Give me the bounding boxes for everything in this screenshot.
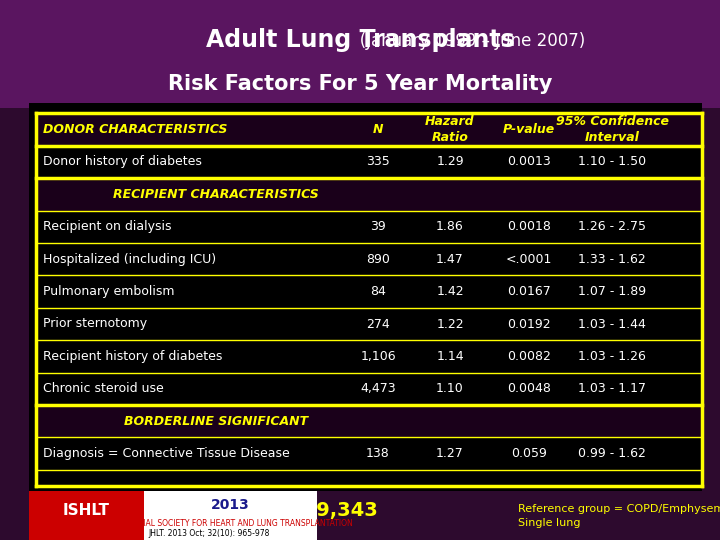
Text: 1.86: 1.86 (436, 220, 464, 233)
Text: 1.10: 1.10 (436, 382, 464, 395)
Text: 1.14: 1.14 (436, 350, 464, 363)
Text: 0.0192: 0.0192 (508, 318, 551, 330)
Text: 0.0018: 0.0018 (508, 220, 551, 233)
Text: (January 1999 – June 2007): (January 1999 – June 2007) (135, 31, 585, 50)
Text: 1.42: 1.42 (436, 285, 464, 298)
Bar (36, 405, 702, 437)
Text: N: N (373, 123, 383, 136)
Text: 0.0048: 0.0048 (508, 382, 551, 395)
Text: ISHLT: ISHLT (63, 503, 110, 518)
Text: Prior sternotomy: Prior sternotomy (43, 318, 148, 330)
Text: 84: 84 (370, 285, 386, 298)
Text: Adult Lung Transplants: Adult Lung Transplants (206, 29, 514, 52)
Text: 1.47: 1.47 (436, 253, 464, 266)
Text: P-value: P-value (503, 123, 555, 136)
Text: 1,106: 1,106 (360, 350, 396, 363)
Text: 890: 890 (366, 253, 390, 266)
Text: Risk Factors For 5 Year Mortality: Risk Factors For 5 Year Mortality (168, 73, 552, 94)
Text: <.0001: <.0001 (506, 253, 552, 266)
Text: 335: 335 (366, 156, 390, 168)
Text: 1.26 - 2.75: 1.26 - 2.75 (578, 220, 646, 233)
Text: 1.03 - 1.17: 1.03 - 1.17 (578, 382, 646, 395)
Text: Pulmonary embolism: Pulmonary embolism (43, 285, 175, 298)
Text: 1.03 - 1.44: 1.03 - 1.44 (578, 318, 646, 330)
Text: 1.03 - 1.26: 1.03 - 1.26 (578, 350, 646, 363)
Text: 2013: 2013 (211, 498, 250, 512)
Bar (36, 178, 702, 211)
Text: JHLT. 2013 Oct; 32(10): 965-978: JHLT. 2013 Oct; 32(10): 965-978 (148, 529, 269, 538)
Bar (29, 491, 144, 540)
Text: Diagnosis = Connective Tissue Disease: Diagnosis = Connective Tissue Disease (43, 447, 290, 460)
Text: Recipient history of diabetes: Recipient history of diabetes (43, 350, 222, 363)
Text: BORDERLINE SIGNIFICANT: BORDERLINE SIGNIFICANT (124, 415, 308, 428)
Bar (29, 103, 702, 491)
Text: 0.059: 0.059 (511, 447, 547, 460)
Text: 0.99 - 1.62: 0.99 - 1.62 (578, 447, 646, 460)
Text: 138: 138 (366, 447, 390, 460)
Text: 274: 274 (366, 318, 390, 330)
Text: 1.10 - 1.50: 1.10 - 1.50 (578, 156, 646, 168)
Text: N = 9,343: N = 9,343 (270, 501, 378, 520)
Text: RECIPIENT CHARACTERISTICS: RECIPIENT CHARACTERISTICS (113, 188, 319, 201)
Text: 0.0167: 0.0167 (508, 285, 551, 298)
Text: 1.33 - 1.62: 1.33 - 1.62 (578, 253, 646, 266)
Text: 1.29: 1.29 (436, 156, 464, 168)
Bar (36, 113, 702, 146)
Text: Reference group = COPD/Emphysema,
Single lung: Reference group = COPD/Emphysema, Single… (518, 504, 720, 528)
Text: ISHLT • INTERNATIONAL SOCIETY FOR HEART AND LUNG TRANSPLANTATION: ISHLT • INTERNATIONAL SOCIETY FOR HEART … (64, 519, 354, 528)
Text: 95% Confidence
Interval: 95% Confidence Interval (556, 115, 668, 144)
Text: 0.0013: 0.0013 (508, 156, 551, 168)
Text: 0.0082: 0.0082 (508, 350, 551, 363)
Text: Donor history of diabetes: Donor history of diabetes (43, 156, 202, 168)
Text: DONOR CHARACTERISTICS: DONOR CHARACTERISTICS (43, 123, 228, 136)
Text: 39: 39 (370, 220, 386, 233)
Text: 1.27: 1.27 (436, 447, 464, 460)
Text: Chronic steroid use: Chronic steroid use (43, 382, 164, 395)
Text: Recipient on dialysis: Recipient on dialysis (43, 220, 171, 233)
Text: Hospitalized (including ICU): Hospitalized (including ICU) (43, 253, 216, 266)
Text: 4,473: 4,473 (360, 382, 396, 395)
Bar (29, 491, 317, 540)
Text: Hazard
Ratio: Hazard Ratio (426, 115, 474, 144)
Bar (0, 0, 720, 108)
Text: 1.22: 1.22 (436, 318, 464, 330)
Text: 1.07 - 1.89: 1.07 - 1.89 (578, 285, 646, 298)
